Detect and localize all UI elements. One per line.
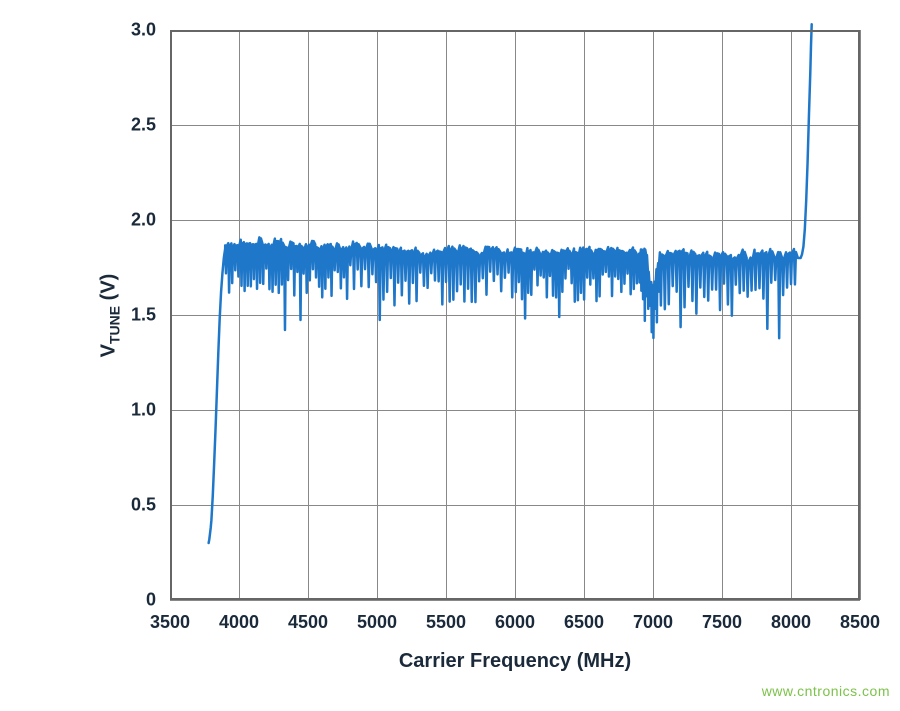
x-tick-label: 3500	[150, 612, 190, 633]
grid-line-horizontal	[170, 600, 860, 601]
x-tick-label: 7500	[702, 612, 742, 633]
x-tick-label: 7000	[633, 612, 673, 633]
chart-container: 3500 4000 4500 5000 5500 6000 6500 7000 7500 8000…	[0, 0, 900, 711]
x-tick-label: 5000	[357, 612, 397, 633]
x-tick-label: 8500	[840, 612, 880, 633]
grid-line-vertical	[860, 30, 861, 600]
x-tick-label: 5500	[426, 612, 466, 633]
x-tick-label: 4500	[288, 612, 328, 633]
x-tick-label: 4000	[219, 612, 259, 633]
x-axis-label: Carrier Frequency (MHz)	[170, 650, 860, 673]
x-tick-label: 6500	[564, 612, 604, 633]
x-tick-label: 6000	[495, 612, 535, 633]
watermark-text: www.cntronics.com	[762, 683, 890, 699]
axis-border	[170, 30, 860, 600]
y-axis-label: VTUNE (V)	[98, 256, 123, 376]
x-tick-label: 8000	[771, 612, 811, 633]
plot-area	[170, 30, 860, 600]
